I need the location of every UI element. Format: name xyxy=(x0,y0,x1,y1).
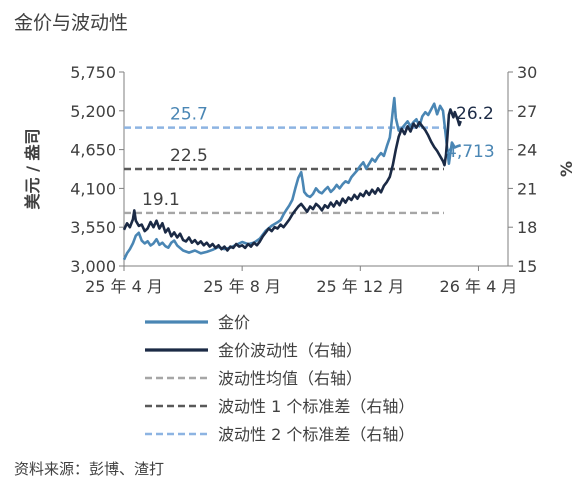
x-tick-label: 25 年 12 月 xyxy=(316,277,404,296)
y-right-tick-label: 18 xyxy=(517,218,537,237)
legend-label-2: 金价波动性（右轴） xyxy=(218,341,362,360)
y-left-tick-label: 3,000 xyxy=(70,257,116,276)
x-tick-label: 25 年 4 月 xyxy=(85,277,163,296)
y-right-tick-label: 15 xyxy=(517,257,537,276)
y-left-tick-label: 5,750 xyxy=(70,63,116,82)
legend-label-3: 波动性均值（右轴） xyxy=(218,369,362,388)
y-left-tick-label: 3,550 xyxy=(70,218,116,237)
y-left-axis-title: 美元 / 盎司 xyxy=(23,129,42,210)
y-left-tick-label: 4,100 xyxy=(70,179,116,198)
legend-label-1: 金价 xyxy=(218,313,250,332)
y-right-tick-label: 24 xyxy=(517,141,537,160)
x-tick-label: 25 年 8 月 xyxy=(203,277,281,296)
y-right-tick-label: 21 xyxy=(517,179,537,198)
y-right-tick-label: 27 xyxy=(517,102,537,121)
legend-label-4: 波动性 1 个标准差（右轴） xyxy=(218,397,414,416)
y-right-tick-label: 30 xyxy=(517,63,537,82)
ref-line-label-1: 19.1 xyxy=(142,190,180,210)
ref-line-label-3: 25.7 xyxy=(170,105,208,125)
volatility-end-label: 26.2 xyxy=(456,104,494,124)
ref-line-label-2: 22.5 xyxy=(170,146,208,166)
series-line-gold xyxy=(122,96,462,261)
source-note: 资料来源：彭博、渣打 xyxy=(14,460,165,478)
gold-end-label: 4,713 xyxy=(446,142,495,162)
y-right-axis-title: % xyxy=(557,161,576,177)
chart-title: 金价与波动性 xyxy=(14,12,129,34)
series-line-volatility xyxy=(122,108,462,252)
y-left-tick-label: 4,650 xyxy=(70,141,116,160)
x-tick-label: 26 年 4 月 xyxy=(440,277,518,296)
y-left-tick-label: 5,200 xyxy=(70,102,116,121)
legend-label-5: 波动性 2 个标准差（右轴） xyxy=(218,425,414,444)
